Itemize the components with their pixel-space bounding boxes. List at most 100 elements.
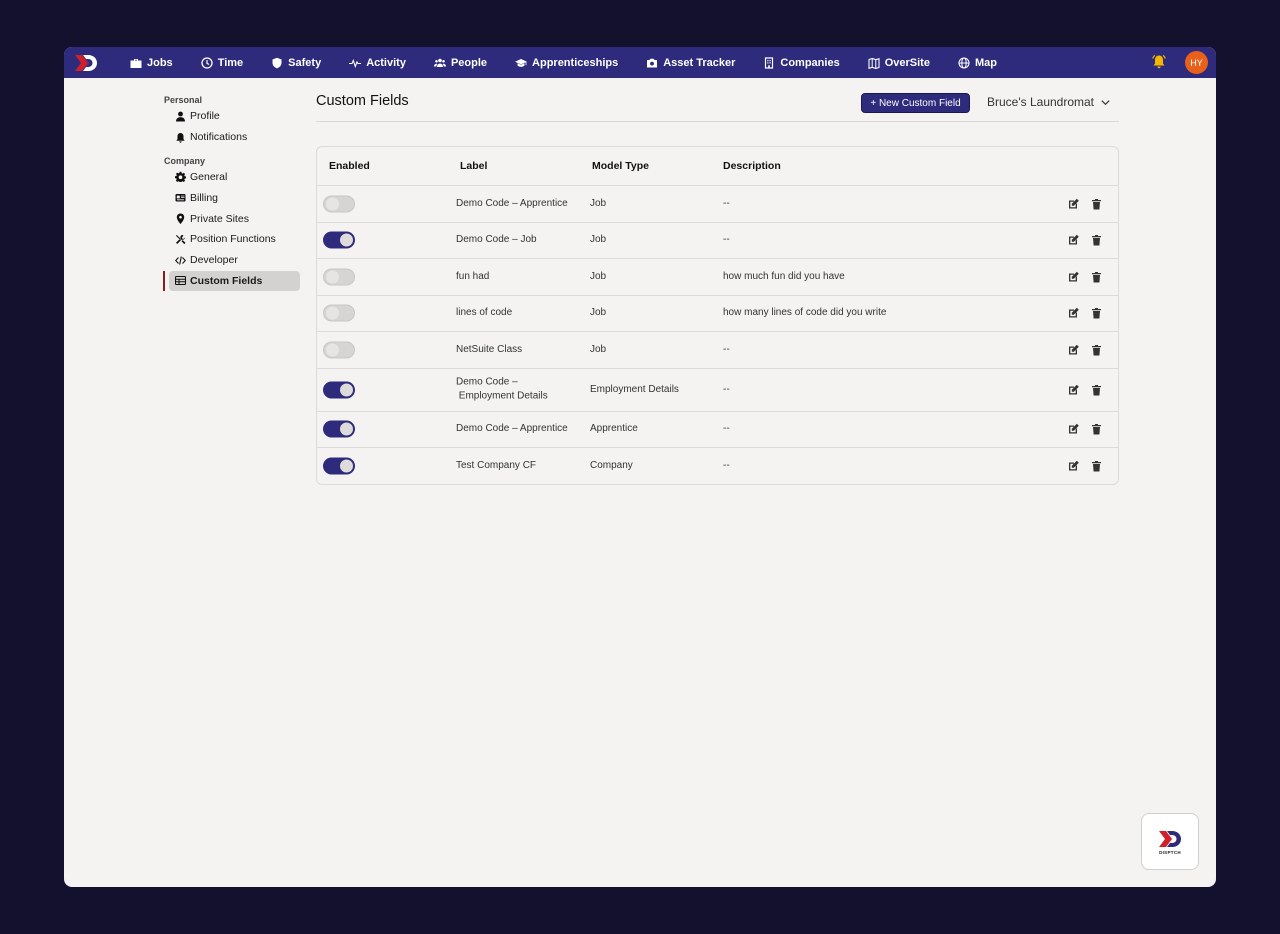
cell-label: lines of code xyxy=(456,307,513,318)
sidebar-item-custom-fields[interactable]: Custom Fields xyxy=(163,270,300,292)
toggle-knob xyxy=(326,306,339,320)
sidebar-item-private-sites[interactable]: Private Sites xyxy=(163,208,303,229)
edit-icon[interactable] xyxy=(1067,307,1080,320)
sidebar-item-profile[interactable]: Profile xyxy=(163,106,303,127)
trash-icon[interactable] xyxy=(1090,460,1103,473)
trash-icon[interactable] xyxy=(1090,423,1103,436)
cell-description: -- xyxy=(723,423,730,434)
nav-item-label: Asset Tracker xyxy=(663,56,736,69)
edit-icon[interactable] xyxy=(1067,197,1080,210)
cell-label: fun had xyxy=(456,270,490,282)
column-header-model-type: Model Type xyxy=(592,160,649,172)
sidebar-group-company: Company xyxy=(164,155,206,166)
edit-icon[interactable] xyxy=(1067,343,1080,356)
building-icon xyxy=(765,56,774,69)
sidebar-item-notifications[interactable]: Notifications xyxy=(163,127,303,148)
trash-icon[interactable] xyxy=(1090,234,1103,247)
nav-item-jobs[interactable]: Jobs xyxy=(130,57,173,69)
table-row: Demo Code – Job Job -- xyxy=(317,223,1118,259)
trash-icon[interactable] xyxy=(1090,307,1103,320)
cell-description: how many lines of code did you write xyxy=(723,307,887,318)
nav-item-people[interactable]: People xyxy=(433,56,488,69)
edit-icon[interactable] xyxy=(1067,423,1080,436)
edit-icon[interactable] xyxy=(1067,383,1080,396)
column-header-label: Label xyxy=(460,160,488,172)
sidebar-item-developer[interactable]: Developer xyxy=(163,250,303,271)
enabled-toggle[interactable] xyxy=(323,195,355,213)
enabled-toggle[interactable] xyxy=(323,231,355,249)
chevron-down-icon xyxy=(1101,99,1110,105)
toggle-knob xyxy=(326,270,339,284)
gear-icon xyxy=(175,172,186,183)
nav-item-label: People xyxy=(450,56,488,69)
cell-description: -- xyxy=(723,197,730,209)
dispatch-logo-icon[interactable] xyxy=(73,53,99,73)
notification-bell-icon[interactable] xyxy=(1151,54,1167,70)
toggle-knob xyxy=(340,233,353,247)
nav-item-label: Activity xyxy=(366,56,406,69)
nav-item-label: Jobs xyxy=(147,56,173,69)
cell-label: Demo Code – Apprentice xyxy=(456,197,568,209)
edit-icon[interactable] xyxy=(1067,460,1080,473)
camera-icon xyxy=(647,58,658,67)
enabled-toggle[interactable] xyxy=(323,381,355,398)
globe-icon xyxy=(958,56,970,69)
column-header-enabled: Enabled xyxy=(329,160,370,172)
trash-icon[interactable] xyxy=(1090,383,1103,396)
cell-description: -- xyxy=(723,460,730,471)
nav-item-time[interactable]: Time xyxy=(201,57,243,69)
nav-item-map[interactable]: Map xyxy=(958,57,997,69)
company-selector[interactable]: Bruce's Laundromat xyxy=(987,95,1111,109)
sidebar-item-general[interactable]: General xyxy=(163,167,303,188)
header-divider xyxy=(316,121,1119,122)
sidebar-item-label: Position Functions xyxy=(190,233,276,246)
sidebar-item-position-functions[interactable]: Position Functions xyxy=(163,229,303,250)
cell-label: Demo Code – Job xyxy=(456,234,537,245)
table-body: Demo Code – Apprentice Job -- Demo Code … xyxy=(317,186,1118,484)
cell-label: Demo Code – Apprentice xyxy=(456,423,568,434)
company-name: Bruce's Laundromat xyxy=(987,95,1095,109)
nav-item-safety[interactable]: Safety xyxy=(271,57,321,69)
nav-item-label: Safety xyxy=(288,56,322,69)
cell-label: NetSuite Class xyxy=(456,343,523,355)
enabled-toggle[interactable] xyxy=(323,341,355,359)
enabled-toggle[interactable] xyxy=(323,457,355,475)
edit-icon[interactable] xyxy=(1067,270,1080,283)
nav-item-activity[interactable]: Activity xyxy=(349,57,406,69)
sidebar-item-label: Custom Fields xyxy=(190,274,263,287)
nav-item-companies[interactable]: Companies xyxy=(763,56,840,69)
nav-item-asset-tracker[interactable]: Asset Tracker xyxy=(646,57,735,69)
top-nav: Jobs Time Safety Activity People Apprenticesh… xyxy=(64,47,1216,78)
code-icon xyxy=(175,256,186,265)
toggle-knob xyxy=(340,422,353,436)
user-avatar[interactable]: HY xyxy=(1185,51,1208,74)
map-fold-icon xyxy=(868,57,880,69)
app-window: Jobs Time Safety Activity People Apprenticesh… xyxy=(64,47,1216,887)
sidebar-item-label: General xyxy=(190,170,228,183)
nav-item-label: Apprenticeships xyxy=(532,56,619,69)
nav-item-apprenticeships[interactable]: Apprenticeships xyxy=(515,57,618,69)
dispatch-help-button[interactable]: DISPTCH xyxy=(1141,813,1199,870)
table-row: Demo Code – Apprentice Job -- xyxy=(317,186,1118,223)
trash-icon[interactable] xyxy=(1090,270,1103,283)
toggle-knob xyxy=(340,383,353,396)
table-row: Demo Code – Employment Details Employmen… xyxy=(317,369,1118,412)
sidebar-item-billing[interactable]: Billing xyxy=(163,187,303,208)
user-icon xyxy=(176,111,185,122)
table-row: Demo Code – Apprentice Apprentice -- xyxy=(317,412,1118,448)
new-custom-field-button[interactable]: + New Custom Field xyxy=(861,93,970,113)
trash-icon[interactable] xyxy=(1090,343,1103,356)
edit-icon[interactable] xyxy=(1067,234,1080,247)
trash-icon[interactable] xyxy=(1090,197,1103,210)
clock-icon xyxy=(201,56,213,69)
table-row: lines of code Job how many lines of code… xyxy=(317,296,1118,332)
enabled-toggle[interactable] xyxy=(323,420,355,438)
nav-item-label: Map xyxy=(974,56,997,69)
nav-item-oversite[interactable]: OverSite xyxy=(868,57,930,69)
table-icon xyxy=(175,276,186,286)
enabled-toggle[interactable] xyxy=(323,268,355,286)
cell-description: -- xyxy=(723,343,730,355)
toggle-knob xyxy=(340,459,353,473)
enabled-toggle[interactable] xyxy=(323,304,355,322)
cell-model-type: Job xyxy=(590,307,607,318)
